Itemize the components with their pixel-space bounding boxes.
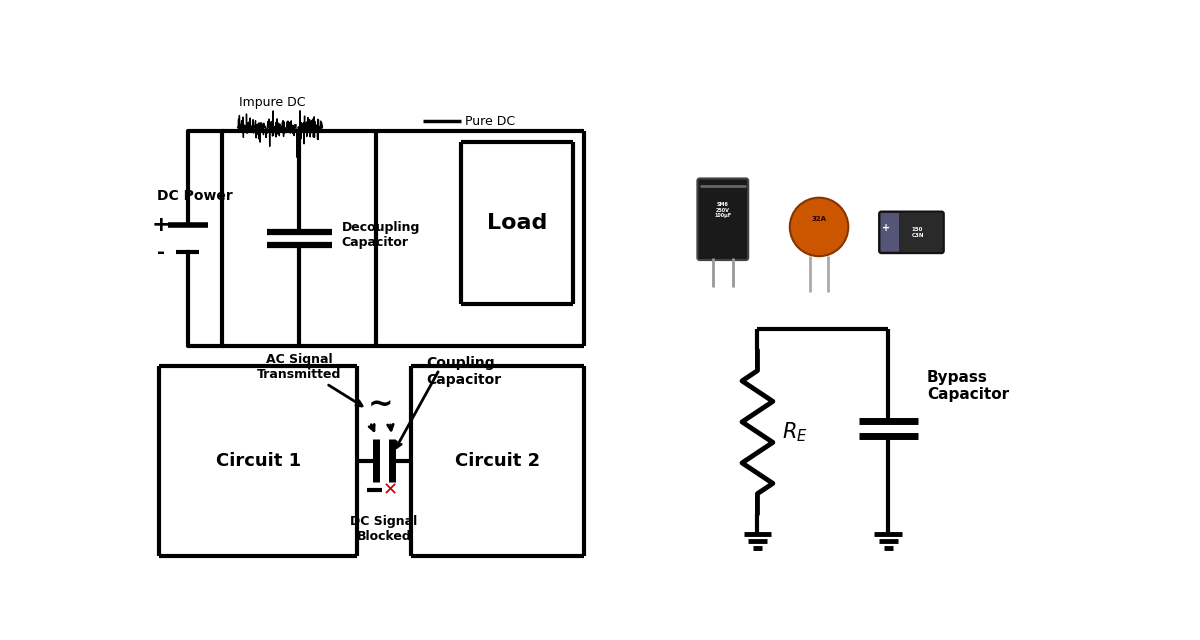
FancyBboxPatch shape xyxy=(697,179,749,260)
Circle shape xyxy=(790,198,848,256)
Text: Impure DC: Impure DC xyxy=(239,96,306,109)
Text: -: - xyxy=(157,243,164,262)
Text: SM6
250V
100µF: SM6 250V 100µF xyxy=(714,202,731,218)
Text: Pure DC: Pure DC xyxy=(464,115,515,128)
Text: ∼: ∼ xyxy=(367,390,392,420)
Text: $R_E$: $R_E$ xyxy=(782,420,808,444)
Text: +: + xyxy=(151,214,170,235)
Text: +: + xyxy=(882,223,890,233)
Text: Load: Load xyxy=(487,213,547,233)
Text: DC Power: DC Power xyxy=(157,189,233,203)
Text: Circuit 1: Circuit 1 xyxy=(216,452,301,470)
Text: ✕: ✕ xyxy=(383,481,397,499)
Text: DC Signal
Blocked: DC Signal Blocked xyxy=(350,515,418,543)
Text: AC Signal
Transmitted: AC Signal Transmitted xyxy=(257,353,342,381)
Text: Bypass
Capacitor: Bypass Capacitor xyxy=(926,370,1009,402)
Text: Circuit 2: Circuit 2 xyxy=(455,452,540,470)
Text: Coupling
Capacitor: Coupling Capacitor xyxy=(426,356,502,387)
FancyBboxPatch shape xyxy=(880,212,943,253)
Text: 150
C3N: 150 C3N xyxy=(911,227,924,237)
Text: 32A: 32A xyxy=(811,216,827,222)
Text: Decoupling
Capacitor: Decoupling Capacitor xyxy=(342,221,420,249)
FancyBboxPatch shape xyxy=(881,213,899,252)
